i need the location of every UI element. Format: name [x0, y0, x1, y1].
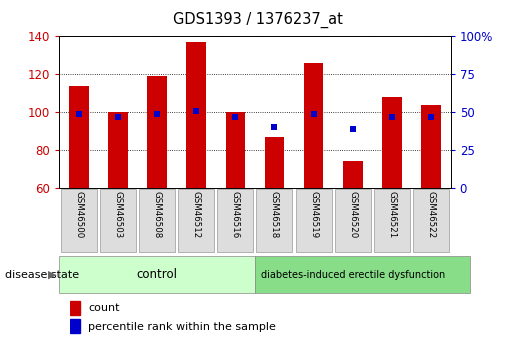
FancyBboxPatch shape: [217, 189, 253, 252]
Text: count: count: [88, 303, 120, 313]
FancyBboxPatch shape: [178, 189, 214, 252]
FancyBboxPatch shape: [335, 189, 371, 252]
FancyBboxPatch shape: [139, 189, 175, 252]
Text: percentile rank within the sample: percentile rank within the sample: [88, 322, 276, 332]
Bar: [382, 97, 402, 188]
Text: GSM46521: GSM46521: [387, 191, 397, 238]
Text: GSM46518: GSM46518: [270, 191, 279, 238]
FancyBboxPatch shape: [374, 189, 410, 252]
Bar: [186, 42, 206, 188]
Text: GSM46516: GSM46516: [231, 191, 240, 238]
Text: GSM46508: GSM46508: [152, 191, 162, 238]
Text: GSM46500: GSM46500: [74, 191, 83, 238]
Text: GSM46512: GSM46512: [192, 191, 201, 238]
FancyBboxPatch shape: [413, 189, 449, 252]
Bar: [226, 112, 245, 188]
Bar: [70, 319, 80, 333]
Text: GSM46520: GSM46520: [348, 191, 357, 238]
Bar: [69, 86, 89, 188]
Bar: [421, 105, 441, 188]
Text: ▶: ▶: [48, 270, 57, 279]
Bar: [343, 161, 363, 188]
FancyBboxPatch shape: [296, 189, 332, 252]
Bar: [108, 112, 128, 188]
Bar: [265, 137, 284, 188]
FancyBboxPatch shape: [255, 256, 470, 293]
Bar: [70, 301, 80, 315]
Text: GSM46519: GSM46519: [309, 191, 318, 238]
Bar: [304, 63, 323, 188]
Text: diabetes-induced erectile dysfunction: diabetes-induced erectile dysfunction: [261, 270, 445, 279]
FancyBboxPatch shape: [100, 189, 136, 252]
FancyBboxPatch shape: [59, 256, 255, 293]
FancyBboxPatch shape: [256, 189, 293, 252]
Text: GSM46503: GSM46503: [113, 191, 123, 238]
Text: GDS1393 / 1376237_at: GDS1393 / 1376237_at: [173, 12, 342, 28]
Bar: [147, 76, 167, 188]
Text: disease state: disease state: [5, 270, 79, 279]
FancyBboxPatch shape: [61, 189, 97, 252]
Text: control: control: [136, 268, 178, 281]
Text: GSM46522: GSM46522: [426, 191, 436, 238]
